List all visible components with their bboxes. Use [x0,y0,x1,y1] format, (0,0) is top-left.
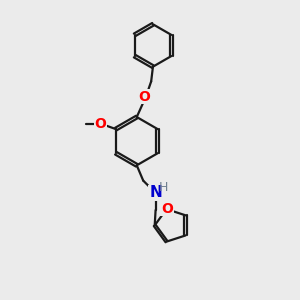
Text: O: O [139,90,150,104]
Text: O: O [161,202,173,215]
Text: H: H [159,181,169,194]
Text: O: O [94,117,106,131]
Text: N: N [149,185,162,200]
